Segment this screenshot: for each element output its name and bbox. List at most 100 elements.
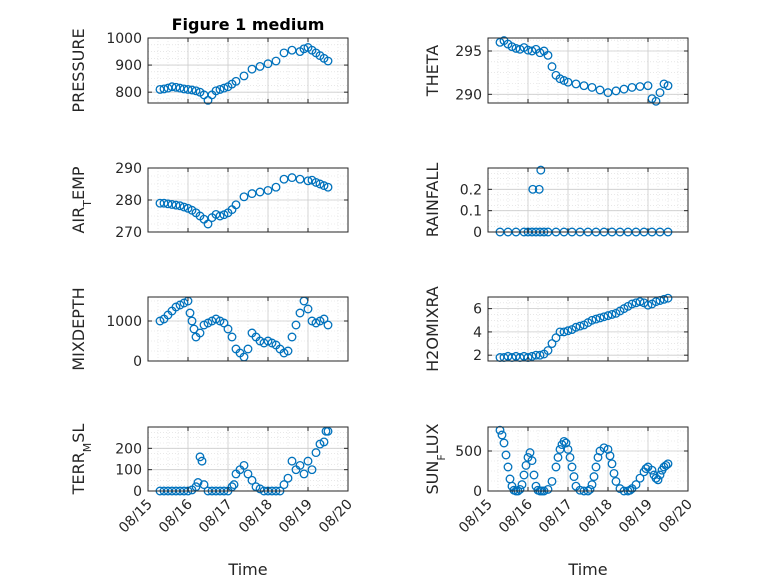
data-point [534, 184, 544, 194]
data-point [561, 438, 571, 448]
data-point [553, 452, 563, 462]
data-point [211, 86, 221, 96]
data-point [635, 297, 645, 307]
data-point [627, 299, 637, 309]
y-axis-label: H2OMIXRA [423, 286, 442, 372]
data-point [567, 462, 577, 472]
data-point [585, 484, 595, 494]
axes-box [147, 426, 349, 492]
data-point [527, 456, 537, 466]
data-point [501, 450, 511, 460]
data-point [239, 460, 249, 470]
axes-3: 270 280 290 AIRTEMP [69, 161, 349, 241]
data-point [519, 470, 529, 480]
data-point [215, 211, 225, 221]
axes-box [147, 37, 349, 104]
data-point [229, 480, 239, 490]
y-tick-label: 280 [115, 193, 142, 209]
data-point [589, 472, 599, 482]
data-point [635, 473, 645, 483]
y-tick-label: 0.1 [460, 204, 482, 220]
y-axis-label: PRESSURE [69, 28, 88, 112]
data-point [525, 448, 535, 458]
y-axis-label: MIXDEPTH [69, 287, 88, 370]
data-point [663, 459, 673, 469]
y-axis-label: SUNFLUX [423, 423, 448, 494]
data-point [559, 76, 569, 85]
axes-box [487, 167, 689, 233]
y-tick-label: 0 [133, 484, 142, 500]
data-point [195, 328, 205, 338]
data-point [571, 322, 581, 332]
data-point [559, 436, 569, 446]
axes-box [147, 296, 349, 362]
data-point [659, 79, 669, 89]
data-point [527, 46, 537, 56]
y-tick-label: 6 [473, 302, 482, 318]
data-point [323, 56, 333, 66]
data-point [315, 179, 325, 189]
data-point [587, 315, 597, 325]
data-point [663, 293, 673, 303]
data-point [569, 472, 579, 482]
data-point [263, 59, 273, 69]
data-point [563, 77, 573, 87]
y-tick-label: 900 [115, 58, 142, 74]
data-point [611, 476, 621, 486]
data-point [299, 469, 309, 479]
data-point [243, 469, 253, 479]
y-tick-label: 295 [455, 44, 482, 60]
data-point [607, 310, 617, 319]
y-tick-label: 100 [115, 463, 142, 479]
data-point [219, 318, 229, 328]
data-point [247, 475, 257, 485]
y-tick-label: 0 [473, 484, 482, 500]
data-point [195, 452, 205, 462]
axes-box [487, 296, 689, 362]
data-point [571, 79, 581, 89]
axes-6: 2 4 6 H2OMIXRA [423, 286, 689, 372]
data-point [528, 184, 538, 194]
y-axis-label: THETA [423, 45, 442, 97]
data-point [223, 324, 233, 334]
data-point [543, 50, 553, 60]
data-point [655, 88, 665, 98]
data-point [179, 202, 189, 212]
data-point [199, 480, 209, 490]
data-point [609, 468, 619, 478]
data-point [655, 470, 665, 480]
data-point [563, 326, 573, 336]
data-point [535, 48, 545, 58]
data-point [319, 181, 329, 191]
data-point [593, 452, 603, 462]
data-point [175, 201, 185, 211]
data-point [311, 448, 321, 458]
data-point [319, 437, 329, 447]
data-point [239, 192, 249, 202]
data-point [603, 88, 613, 98]
data-point [591, 314, 601, 324]
data-point [521, 460, 531, 470]
data-point [599, 312, 609, 322]
data-point [663, 81, 673, 91]
data-point [227, 332, 237, 342]
y-tick-label: 1000 [106, 31, 142, 47]
y-tick-label: 0 [473, 225, 482, 241]
data-point [517, 480, 527, 490]
data-point [611, 86, 621, 96]
data-point [579, 81, 589, 91]
data-point [575, 321, 585, 331]
data-point [497, 430, 507, 440]
axes-box [487, 426, 689, 492]
data-point [607, 459, 617, 469]
data-point [535, 350, 545, 360]
axes-1: 800 900 1000 PRESSURE Figure 1 medium [69, 15, 349, 113]
data-point [239, 71, 249, 81]
y-tick-label: 500 [455, 444, 482, 460]
y-tick-label: 1000 [106, 314, 142, 330]
data-point [247, 64, 257, 74]
data-point [203, 219, 213, 229]
data-point [603, 444, 613, 454]
data-point [543, 484, 553, 494]
y-tick-label: 2 [473, 348, 482, 364]
